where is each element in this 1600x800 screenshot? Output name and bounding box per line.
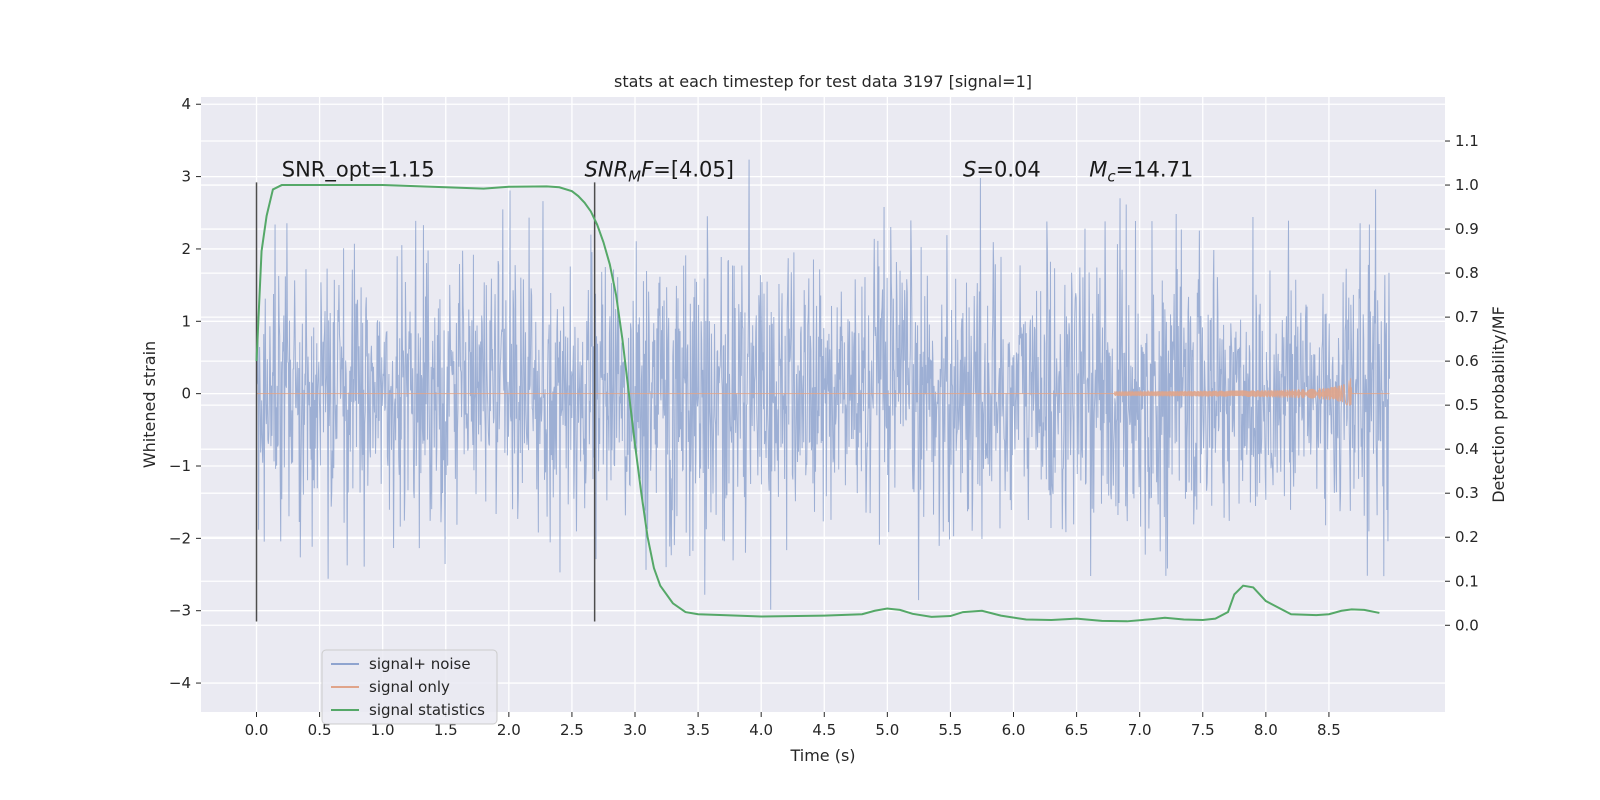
- legend-label: signal only: [369, 678, 450, 696]
- y-axis-label: Whitened strain: [140, 341, 159, 468]
- x-axis-label: Time (s): [789, 746, 855, 765]
- y-right-tick-label: 0.5: [1455, 396, 1479, 414]
- y-right-tick-label: 0.1: [1455, 572, 1479, 590]
- y-tick-label: 4: [181, 95, 191, 113]
- x-tick-label: 3.0: [623, 721, 647, 739]
- y-tick-label: −3: [169, 602, 191, 620]
- y-tick-label: 2: [181, 240, 191, 258]
- legend: signal+ noise signal only signal statistic…: [321, 649, 498, 725]
- x-tick-label: 7.0: [1128, 721, 1152, 739]
- y-right-axis-label: Detection probability/MF: [1489, 306, 1508, 503]
- annotation-segment: SNR: [585, 158, 629, 182]
- y-tick-label: −4: [169, 674, 191, 692]
- x-tick-label: 5.5: [938, 721, 962, 739]
- y-tick-label: −2: [169, 529, 191, 547]
- y-right-tick-label: 0.4: [1455, 440, 1479, 458]
- annotation-segment: =[4.05]: [653, 158, 734, 182]
- y-right-tick-label: 1.0: [1455, 176, 1479, 194]
- series-signal-statistics: [255, 184, 1380, 623]
- x-tick-label: 6.5: [1065, 721, 1089, 739]
- y-right-tick-label: 0.3: [1455, 484, 1479, 502]
- legend-box: [321, 649, 498, 725]
- annotation-segment: c: [1107, 168, 1116, 186]
- y-right-tick-label: 0.9: [1455, 220, 1479, 238]
- series-signal-only: [256, 378, 1390, 406]
- vertical-markers: [255, 182, 596, 622]
- annotation-segment: S: [963, 158, 976, 182]
- x-tick-label: 4.5: [812, 721, 836, 739]
- x-tick-label: 2.5: [560, 721, 584, 739]
- annotation-segment: M: [628, 168, 641, 186]
- x-tick-label: 8.5: [1317, 721, 1341, 739]
- y-tick-label: 3: [181, 168, 191, 186]
- y-right-tick-label: 0.2: [1455, 528, 1479, 546]
- y-tick-label: −1: [169, 457, 191, 475]
- y-right-tick-label: 0.8: [1455, 264, 1479, 282]
- x-tick-label: 8.0: [1254, 721, 1278, 739]
- annotation-segment: =14.71: [1116, 158, 1194, 182]
- x-tick-label: 0.5: [308, 721, 332, 739]
- annotation: S=0.04: [963, 158, 1041, 182]
- annotation: SNR_opt=1.15: [282, 158, 435, 183]
- x-tick-label: 6.0: [1002, 721, 1026, 739]
- chart-title: stats at each timestep for test data 319…: [614, 72, 1032, 91]
- x-tick-label: 0.0: [245, 721, 269, 739]
- x-tick-label: 1.0: [371, 721, 395, 739]
- y-tick-label: 0: [181, 385, 191, 403]
- x-tick-label: 3.5: [686, 721, 710, 739]
- annotation-segment: =0.04: [976, 158, 1040, 182]
- annotation-segment: SNR_opt=1.15: [282, 158, 435, 183]
- plot-content: [255, 159, 1390, 623]
- x-tick-label: 4.0: [749, 721, 773, 739]
- annotation: SNRMF=[4.05]: [585, 158, 734, 186]
- series-signal-noise: [256, 159, 1390, 610]
- y-right-tick-label: 0.6: [1455, 352, 1479, 370]
- legend-label: signal statistics: [369, 701, 485, 719]
- annotation-segment: F: [641, 158, 654, 182]
- x-tick-label: 5.0: [875, 721, 899, 739]
- y-tick-label: 1: [181, 312, 191, 330]
- annotations: SNR_opt=1.15 SNRMF=[4.05] S=0.04 Mc=14.71: [282, 158, 1194, 186]
- x-tick-label: 7.5: [1191, 721, 1215, 739]
- x-tick-label: 2.0: [497, 721, 521, 739]
- annotation: Mc=14.71: [1089, 158, 1193, 186]
- axes-ticks: 0.0 0.5 1.0 1.5 2.0 2.5 3.0 3.5 4.0 4.5 5.0 5.5 6.0 6…: [169, 95, 1479, 739]
- y-right-tick-label: 0.7: [1455, 308, 1479, 326]
- y-right-tick-label: 0.0: [1455, 616, 1479, 634]
- y-right-tick-label: 1.1: [1455, 132, 1479, 150]
- legend-label: signal+ noise: [369, 655, 471, 673]
- annotation-segment: M: [1089, 158, 1107, 182]
- x-tick-label: 1.5: [434, 721, 458, 739]
